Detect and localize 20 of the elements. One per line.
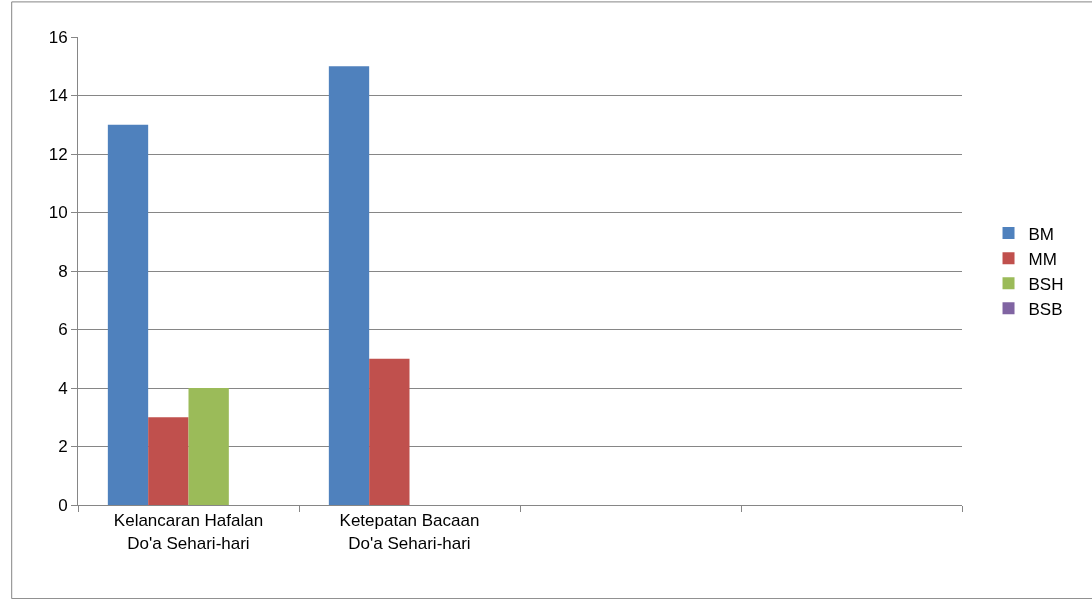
bar — [107, 124, 149, 505]
y-tick-label: 10 — [48, 203, 68, 223]
x-tick-label: Ketepatan Bacaan Do'a Sehari-hari — [339, 511, 480, 553]
y-tick-label: 8 — [58, 261, 68, 281]
bar — [328, 66, 370, 505]
x-tick-label: Kelancaran Hafalan Do'a Sehari-hari — [113, 511, 264, 553]
bar — [188, 388, 229, 505]
y-tick-label: 6 — [58, 320, 68, 340]
y-tick-label: 0 — [58, 495, 68, 515]
y-tick-label: 4 — [58, 378, 68, 398]
y-tick-label: 14 — [48, 86, 68, 106]
bar — [369, 358, 410, 505]
y-tick-label: 2 — [58, 437, 68, 457]
legend-label: BM — [1028, 224, 1055, 244]
bar — [148, 417, 189, 505]
legend-label: BSB — [1028, 299, 1063, 319]
y-tick-label: 16 — [48, 27, 68, 47]
legend-label: MM — [1028, 249, 1057, 269]
legend-label: BSH — [1028, 274, 1064, 294]
y-tick-label: 12 — [48, 144, 68, 164]
